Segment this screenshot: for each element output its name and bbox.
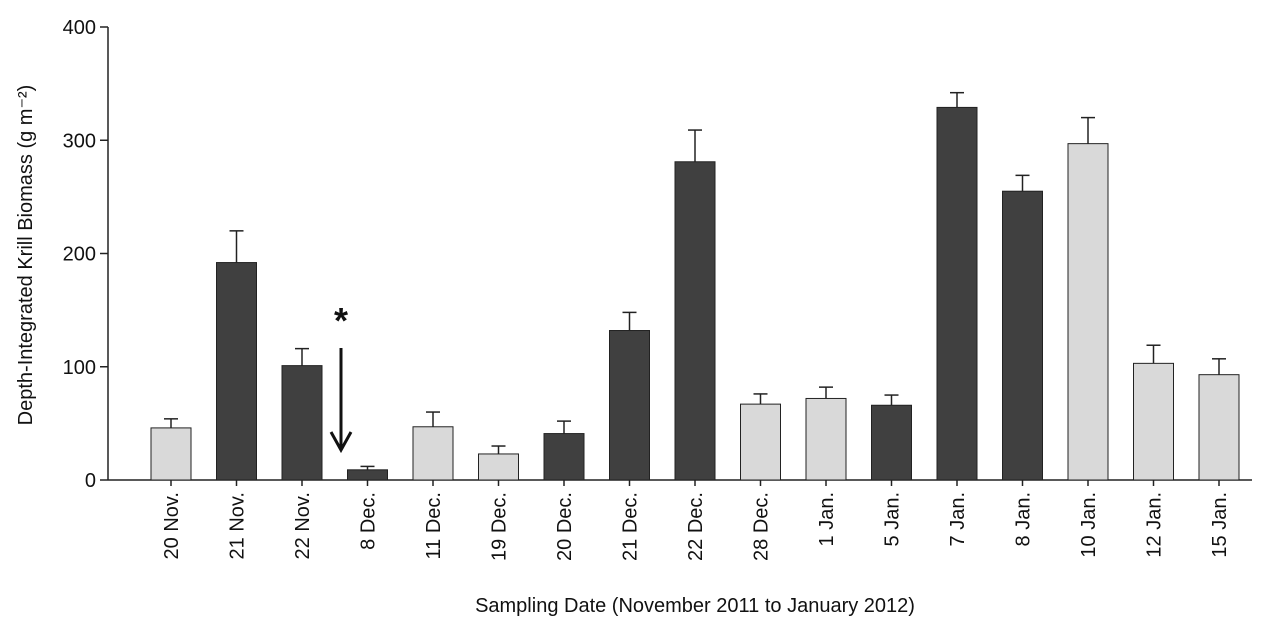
arrow: [329, 348, 353, 454]
bar: [281, 365, 323, 481]
bar: [1067, 143, 1109, 481]
bar: [674, 161, 716, 481]
x-tick-label: 11 Dec.: [423, 492, 445, 559]
x-tick-label: 8 Dec.: [358, 492, 380, 550]
x-tick-label: 22 Dec.: [685, 492, 707, 561]
bar: [1133, 362, 1174, 481]
x-tick-label: 20 Dec.: [554, 492, 576, 561]
bar: [1002, 190, 1043, 481]
bar: [543, 433, 585, 481]
x-tick-label: 15 Jan.: [1209, 492, 1231, 558]
bar: [740, 403, 781, 481]
x-tick-label: 5 Jan.: [882, 492, 904, 546]
x-tick-label: 22 Nov.: [292, 492, 314, 559]
y-tick-label: 400: [63, 17, 96, 39]
x-tick-label: 28 Dec.: [751, 492, 773, 561]
bar: [936, 106, 978, 481]
y-tick-label: 0: [85, 470, 96, 492]
x-tick-label: 10 Jan.: [1078, 492, 1100, 558]
x-tick-label: 21 Dec.: [620, 492, 642, 561]
x-tick-label: 8 Jan.: [1013, 492, 1035, 546]
bar: [216, 262, 257, 481]
x-tick-label: 1 Jan.: [816, 492, 838, 546]
x-tick-label: 20 Nov.: [161, 492, 183, 559]
x-tick-label: 7 Jan.: [947, 492, 969, 546]
y-tick-label: 200: [63, 244, 96, 266]
bar: [150, 427, 192, 481]
bar: [347, 469, 388, 481]
x-tick-label: 12 Jan.: [1144, 492, 1166, 558]
bar: [412, 426, 454, 481]
bar: [478, 453, 519, 481]
bar: [805, 397, 847, 481]
y-tick-label: 100: [63, 357, 96, 379]
bar: [609, 330, 650, 481]
y-tick-label: 300: [63, 130, 96, 152]
annotation: *: [334, 300, 348, 341]
x-tick-label: 19 Dec.: [489, 492, 511, 561]
x-tick-label: 21 Nov.: [227, 492, 249, 559]
bar: [871, 404, 912, 481]
bar: [1198, 374, 1240, 481]
x-axis-label: Sampling Date (November 2011 to January …: [475, 595, 915, 617]
y-axis-label: Depth-Integrated Krill Biomass (g m⁻²): [15, 85, 37, 426]
